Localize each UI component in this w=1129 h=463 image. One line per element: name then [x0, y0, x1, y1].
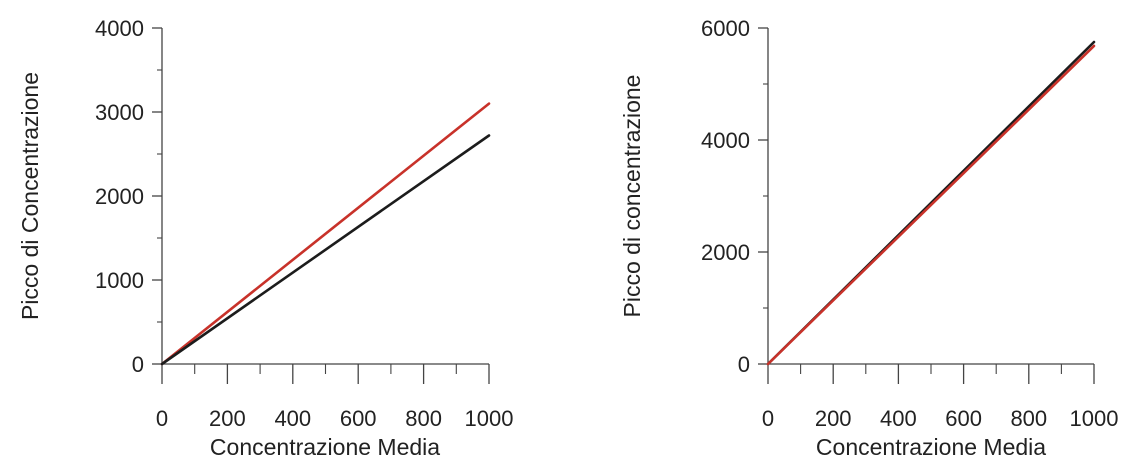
y-tick-label: 1000 — [95, 268, 144, 293]
series-line-1 — [160, 134, 491, 366]
chart-left: Picco di Concentrazione Concentrazione M… — [17, 16, 513, 460]
x-tick-label: 400 — [274, 406, 311, 431]
x-axis-title: Concentrazione Media — [210, 434, 440, 460]
x-tick-label: 1000 — [1070, 406, 1119, 431]
x-tick-label: 1000 — [465, 406, 514, 431]
y-axis-title: Picco di concentrazione — [619, 75, 645, 318]
series-line-1 — [766, 44, 1096, 366]
x-tick-label: 800 — [1010, 406, 1047, 431]
y-tick-label: 4000 — [95, 16, 144, 41]
y-tick-label: 2000 — [95, 184, 144, 209]
y-tick-label: 6000 — [701, 16, 750, 41]
x-tick-label: 0 — [762, 406, 774, 431]
y-tick-label: 0 — [738, 352, 750, 377]
y-tick-label: 3000 — [95, 100, 144, 125]
x-tick-label: 600 — [945, 406, 982, 431]
chart-right: Picco di concentrazione Concentrazione M… — [619, 16, 1118, 460]
x-tick-label: 800 — [405, 406, 442, 431]
x-tick-label: 200 — [815, 406, 852, 431]
y-tick-label: 0 — [132, 352, 144, 377]
series-line-0 — [160, 102, 491, 366]
x-tick-label: 600 — [340, 406, 377, 431]
y-tick-label: 2000 — [701, 240, 750, 265]
x-tick-label: 200 — [209, 406, 246, 431]
x-axis-title: Concentrazione Media — [816, 434, 1046, 460]
x-tick-label: 0 — [156, 406, 168, 431]
y-axis-title: Picco di Concentrazione — [17, 72, 43, 320]
y-tick-label: 4000 — [701, 128, 750, 153]
x-tick-label: 400 — [880, 406, 917, 431]
